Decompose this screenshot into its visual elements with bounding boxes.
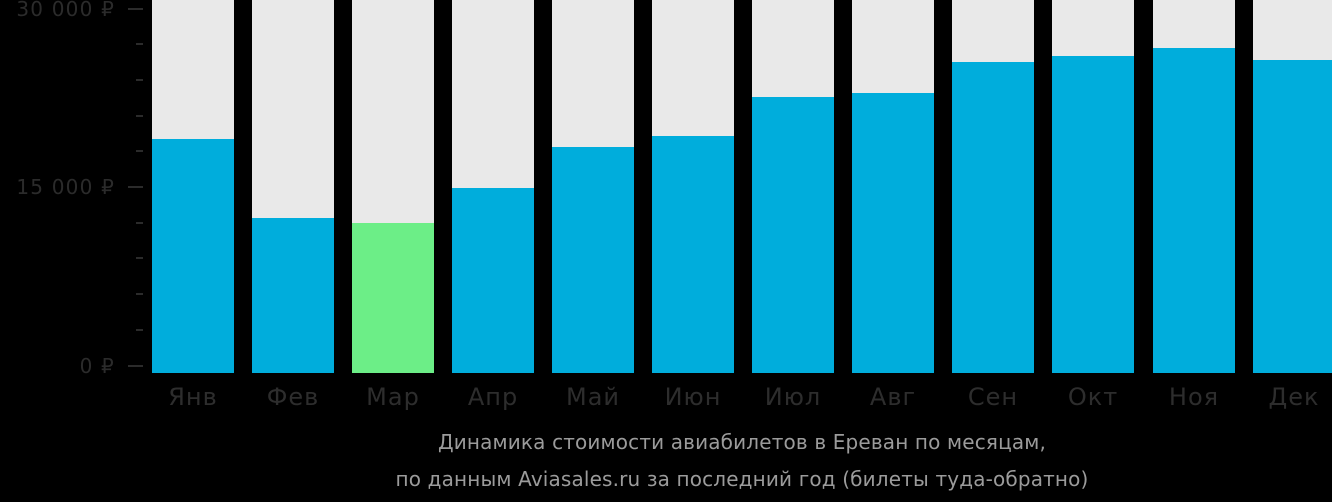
major-tick-mark (128, 186, 143, 189)
price-bar-9[interactable] (952, 62, 1034, 374)
y-axis-label: 0 ₽ (79, 353, 115, 378)
month-label-3: Мар (366, 382, 420, 411)
price-bar-1[interactable] (152, 139, 234, 374)
month-label-5: Май (565, 382, 621, 411)
y-axis-label: 15 000 ₽ (16, 175, 115, 200)
price-bar-5[interactable] (552, 146, 634, 374)
major-tick-mark (128, 364, 143, 367)
price-bar-10[interactable] (1052, 56, 1134, 374)
month-label-2: Фев (266, 382, 320, 411)
minor-tick-mark (136, 78, 143, 81)
minor-tick-mark (136, 257, 143, 260)
month-label-8: Авг (869, 382, 917, 411)
price-bar-7[interactable] (752, 96, 834, 374)
chart-subtitle: по данным Aviasales.ru за последний год … (395, 467, 1089, 491)
major-tick-mark (128, 7, 143, 10)
price-bar-2[interactable] (252, 217, 334, 374)
month-label-11: Ноя (1168, 382, 1220, 411)
minor-tick-mark (136, 114, 143, 117)
minor-tick-mark (136, 328, 143, 331)
price-bar-3[interactable] (352, 222, 434, 374)
chart-title: Динамика стоимости авиабилетов в Ереван … (437, 430, 1046, 454)
price-bar-11[interactable] (1153, 47, 1235, 374)
month-label-4: Апр (467, 382, 519, 411)
price-bar-6[interactable] (652, 135, 734, 374)
month-label-6: Июн (664, 382, 722, 411)
minor-tick-mark (136, 293, 143, 296)
month-label-12: Дек (1268, 382, 1320, 411)
month-label-9: Сен (967, 382, 1019, 411)
y-axis-label: 30 000 ₽ (16, 0, 115, 21)
minor-tick-mark (136, 221, 143, 224)
minor-tick-mark (136, 150, 143, 153)
month-label-7: Июл (764, 382, 822, 411)
price-bar-4[interactable] (452, 188, 534, 374)
month-label-1: Янв (168, 382, 218, 411)
minor-tick-mark (136, 43, 143, 46)
price-bar-8[interactable] (852, 93, 934, 374)
month-label-10: Окт (1067, 382, 1119, 411)
price-bar-12[interactable] (1253, 59, 1332, 374)
